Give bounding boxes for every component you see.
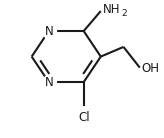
Text: OH: OH: [141, 63, 159, 75]
Text: NH: NH: [102, 3, 120, 16]
Text: N: N: [44, 76, 53, 89]
Text: Cl: Cl: [78, 111, 90, 124]
Text: 2: 2: [121, 9, 127, 18]
Text: N: N: [44, 25, 53, 38]
